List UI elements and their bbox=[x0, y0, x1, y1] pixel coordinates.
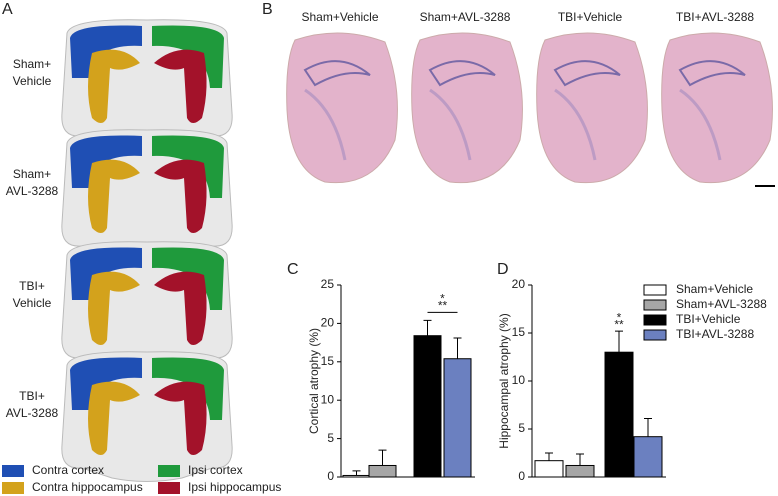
legend-label: Contra hippocampus bbox=[32, 480, 143, 494]
significance: * bbox=[617, 310, 622, 324]
tissue-image bbox=[410, 31, 524, 185]
bar bbox=[368, 464, 397, 478]
panel-label: A bbox=[2, 1, 13, 18]
y-tick-label: 10 bbox=[321, 392, 335, 406]
column-title: TBI+AVL-3288 bbox=[676, 10, 754, 24]
bar bbox=[413, 335, 442, 478]
y-axis-label: Cortical atrophy (%) bbox=[307, 328, 321, 434]
legend-swatch bbox=[643, 329, 667, 341]
column-title: TBI+Vehicle bbox=[558, 10, 623, 24]
error-bar bbox=[352, 470, 361, 476]
significance: ** bbox=[438, 298, 448, 312]
row-label: TBI+ bbox=[19, 389, 45, 403]
y-tick-label: 5 bbox=[327, 431, 334, 445]
significance: ** bbox=[614, 317, 624, 331]
legend-label: Ipsi hippocampus bbox=[188, 480, 281, 494]
legend-swatch bbox=[2, 465, 24, 477]
row-label: AVL-3288 bbox=[6, 184, 59, 198]
bar bbox=[565, 464, 595, 478]
panel-label: D bbox=[497, 261, 509, 278]
panel-label: C bbox=[287, 261, 299, 278]
legend-swatch bbox=[643, 314, 667, 326]
tissue-image bbox=[660, 31, 774, 185]
row-label: Vehicle bbox=[13, 296, 52, 310]
y-tick-label: 15 bbox=[512, 325, 526, 339]
y-tick-label: 5 bbox=[518, 421, 525, 435]
error-bar bbox=[423, 319, 432, 336]
legend-label: Contra cortex bbox=[32, 463, 104, 477]
row-label: Vehicle bbox=[13, 74, 52, 88]
legend-label: TBI+AVL-3288 bbox=[676, 327, 754, 341]
panel-b: Sham+Vehicle Sham+AVL-3288 TBI+Vehicle TBI+… bbox=[285, 10, 775, 187]
panel-label: B bbox=[262, 1, 273, 18]
legend-swatch bbox=[643, 284, 667, 296]
error-bar bbox=[453, 337, 462, 359]
bar bbox=[443, 358, 472, 478]
bar bbox=[633, 436, 663, 478]
tissue-image bbox=[285, 31, 399, 185]
bar bbox=[342, 474, 371, 478]
y-tick-label: 25 bbox=[321, 277, 335, 291]
y-tick-label: 10 bbox=[512, 373, 526, 387]
brain-illustration bbox=[61, 351, 233, 482]
column-title: Sham+AVL-3288 bbox=[420, 10, 511, 24]
legend-label: Ipsi cortex bbox=[188, 463, 243, 477]
y-tick-label: 20 bbox=[512, 277, 526, 291]
y-tick-label: 0 bbox=[518, 469, 525, 483]
bar bbox=[534, 460, 564, 478]
tissue-image bbox=[535, 31, 649, 185]
row-label: TBI+ bbox=[19, 279, 45, 293]
row-label: Sham+ bbox=[13, 57, 51, 71]
error-bar bbox=[378, 449, 387, 466]
y-tick-label: 15 bbox=[321, 354, 335, 368]
error-bar bbox=[545, 452, 553, 461]
legend-swatch bbox=[158, 482, 180, 494]
bar bbox=[604, 351, 634, 478]
legend-swatch bbox=[158, 465, 180, 477]
row-label: Sham+ bbox=[13, 167, 51, 181]
error-bar bbox=[615, 330, 623, 353]
y-axis-label: Hippocampal atrophy (%) bbox=[497, 313, 511, 448]
legend-label: TBI+Vehicle bbox=[676, 312, 741, 326]
error-bar bbox=[644, 417, 652, 437]
brain-illustration bbox=[61, 129, 233, 260]
row-label: AVL-3288 bbox=[6, 406, 59, 420]
legend-label: Sham+AVL-3288 bbox=[676, 297, 767, 311]
legend-swatch bbox=[643, 299, 667, 311]
significance: * bbox=[440, 291, 445, 305]
error-bar bbox=[576, 453, 584, 466]
legend-label: Sham+Vehicle bbox=[676, 282, 753, 296]
y-tick-label: 0 bbox=[327, 469, 334, 483]
panel-a: Sham+ Vehicle Sham+ AVL-3288 TBI+ Vehicle TBI+… bbox=[2, 19, 281, 494]
y-tick-label: 20 bbox=[321, 316, 335, 330]
legend-swatch bbox=[2, 482, 24, 494]
column-title: Sham+Vehicle bbox=[301, 10, 378, 24]
